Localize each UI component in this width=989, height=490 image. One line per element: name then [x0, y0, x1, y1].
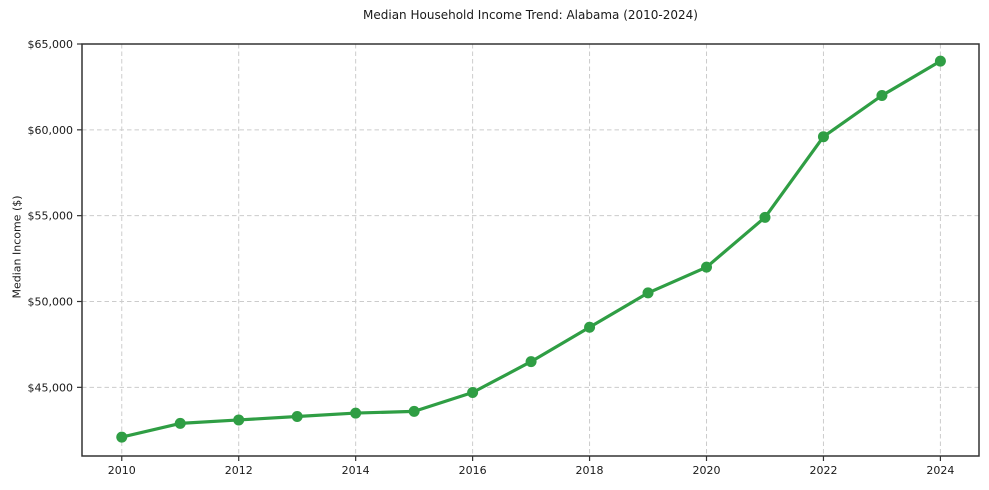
data-point-marker: [291, 411, 303, 423]
x-tick-label: 2022: [809, 464, 837, 477]
y-tick-label: $45,000: [28, 381, 74, 394]
data-point-marker: [525, 356, 537, 368]
x-tick-label: 2018: [576, 464, 604, 477]
series-line: [120, 59, 943, 439]
data-point-marker: [817, 131, 829, 143]
x-tick-label: 2024: [926, 464, 954, 477]
data-point-marker: [408, 405, 420, 417]
data-point-marker: [642, 287, 654, 299]
data-point-marker: [759, 211, 771, 223]
x-tick-label: 2020: [693, 464, 721, 477]
data-point-marker: [233, 414, 245, 426]
data-point-marker: [467, 386, 479, 398]
data-point-marker: [701, 261, 713, 273]
data-point-marker: [174, 417, 186, 429]
y-tick-label: $65,000: [28, 38, 74, 51]
data-point-marker: [876, 90, 888, 101]
x-tick-label: 2012: [225, 464, 253, 477]
data-point-marker: [350, 407, 362, 419]
y-tick-label: $55,000: [28, 210, 74, 223]
y-tick-label: $50,000: [28, 296, 74, 309]
data-point-marker: [116, 431, 128, 443]
data-point-marker: [934, 55, 946, 67]
chart-title: Median Household Income Trend: Alabama (…: [363, 8, 698, 22]
x-tick-label: 2016: [459, 464, 487, 477]
y-tick-label: $60,000: [28, 124, 74, 137]
x-tick-label: 2010: [108, 464, 136, 477]
axes-border: [81, 43, 980, 457]
data-point-marker: [584, 321, 596, 333]
x-tick-label: 2014: [342, 464, 370, 477]
